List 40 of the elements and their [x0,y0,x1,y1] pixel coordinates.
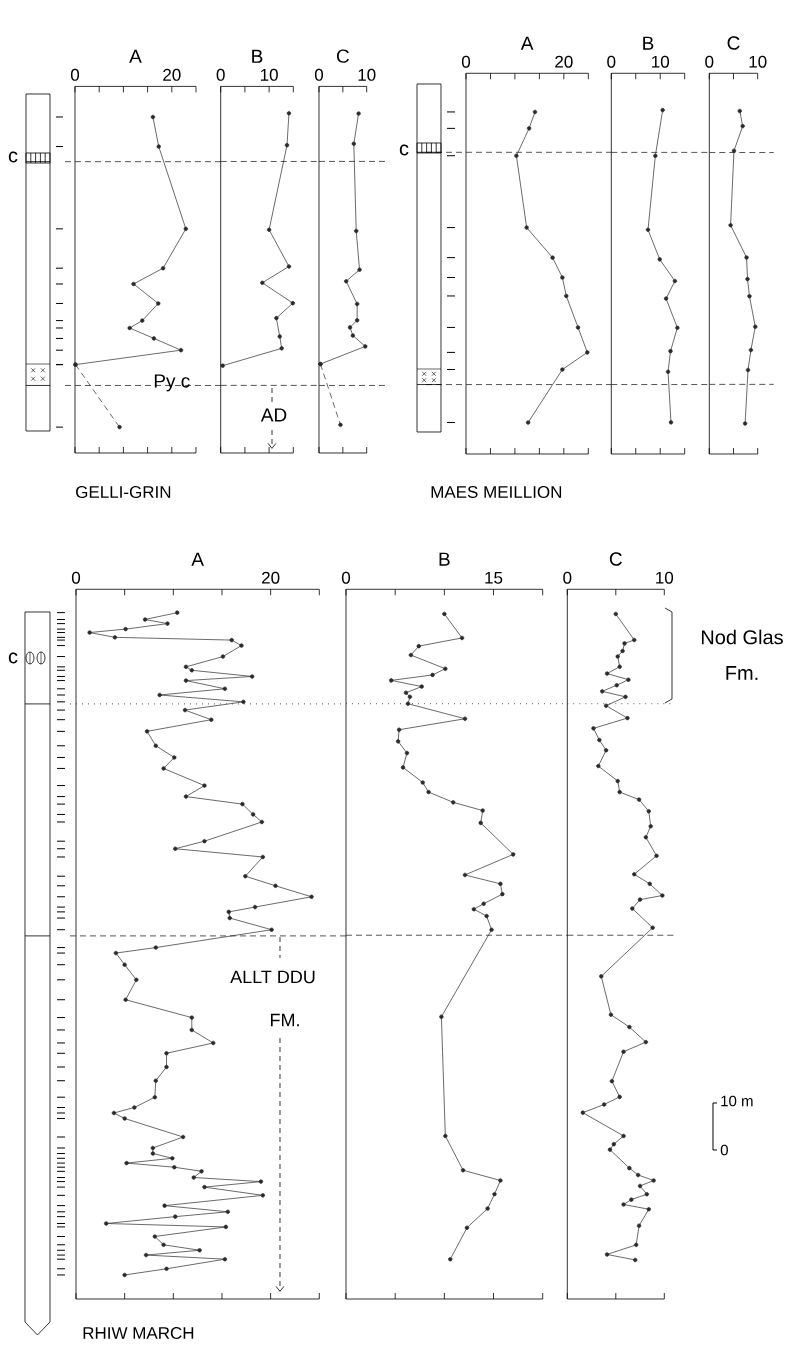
x-tick-label: 15 [485,571,503,584]
x-tick-label: 20 [163,68,181,81]
text: 0 [720,1144,728,1156]
text: Nod Glas [701,629,783,645]
x-tick-label: 0 [607,55,616,68]
chart-title: A [191,552,204,566]
text: 10 m [721,1095,753,1107]
x-tick-label: 0 [71,571,81,584]
text: RHIW MARCH [83,1326,194,1340]
text: GELLI-GRIN [76,485,171,499]
x-tick-label: 0 [341,571,351,584]
chart-title: B [252,49,263,63]
text: c [8,652,18,664]
chart-title: A [129,49,142,63]
chart-title: C [727,36,740,50]
chart-title: B [439,552,450,566]
x-tick-label: 10 [260,68,278,81]
x-tick-label: 10 [358,68,376,81]
chart-title: A [520,36,534,50]
text: c [399,144,409,156]
text: MAES MEILLION [431,485,562,499]
x-tick-label: 0 [216,68,225,81]
x-tick-label: 0 [461,55,471,68]
text: Fm. [726,666,758,680]
x-tick-label: 20 [555,55,573,68]
x-tick-label: 0 [705,55,714,68]
x-tick-label: 10 [652,55,670,68]
annotation: ALLT DDU [230,970,315,984]
annotation: FM. [270,1013,299,1027]
chart-title: C [336,49,349,63]
annotation: AD [260,408,287,422]
x-tick-label: 10 [656,571,674,584]
x-tick-label: 20 [262,571,280,584]
x-tick-label: 10 [749,55,767,68]
x-tick-label: 0 [70,68,80,81]
text: c [8,151,18,163]
chart-title: C [609,552,622,566]
chart-title: B [643,36,654,50]
x-tick-label: 0 [314,68,324,81]
x-tick-label: 0 [563,571,572,584]
